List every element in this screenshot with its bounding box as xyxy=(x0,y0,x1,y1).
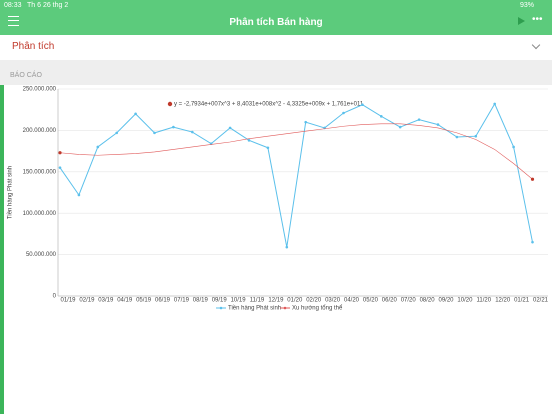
point-marker xyxy=(342,111,345,115)
point-marker xyxy=(380,115,383,118)
x-tick-label: 10/20 xyxy=(457,298,473,304)
x-tick-label: 02/19 xyxy=(79,298,95,304)
side-bar xyxy=(0,85,4,414)
x-tick-label: 12/19 xyxy=(268,298,284,304)
x-tick-label: 08/19 xyxy=(193,298,209,304)
annotation: y = -2,7934e+007x^3 + 8,4031e+008x^2 - 4… xyxy=(174,102,364,108)
y-tick-label: 50.000.000 xyxy=(26,252,57,258)
x-tick-label: 01/19 xyxy=(60,298,76,304)
y-tick-label: 150.000.000 xyxy=(23,169,57,175)
point-marker xyxy=(304,120,308,124)
y-tick-label: 250.000.000 xyxy=(23,87,57,93)
x-tick-label: 06/19 xyxy=(155,298,171,304)
section-title: BÁO CÁO xyxy=(10,72,42,79)
status-battery: 93% xyxy=(520,2,535,9)
x-tick-label: 06/20 xyxy=(382,298,398,304)
x-tick-label: 03/20 xyxy=(325,298,341,304)
header-title: Phân tích Bán hàng xyxy=(229,17,323,28)
chart: 0 50.000.000 100.000.000 150.000.000 200.000… xyxy=(8,87,549,312)
x-tick-label: 01/21 xyxy=(514,298,530,304)
point-marker xyxy=(493,102,497,106)
x-tick-label: 08/20 xyxy=(420,298,436,304)
status-time: 08:33 xyxy=(4,2,22,9)
point-marker xyxy=(115,131,118,135)
x-tick-label: 11/19 xyxy=(250,298,265,304)
status-date: Th 6 26 thg 2 xyxy=(27,2,69,9)
x-tick-label: 09/20 xyxy=(438,298,454,304)
x-tick-label: 05/20 xyxy=(363,298,379,304)
annotation-marker xyxy=(167,101,173,107)
dropdown-label[interactable]: Phân tích xyxy=(12,41,55,52)
point-marker xyxy=(77,193,81,197)
point-marker xyxy=(512,145,515,149)
legend-dot xyxy=(219,306,223,310)
y-tick-label: 100.000.000 xyxy=(23,211,57,217)
series-line xyxy=(59,102,533,248)
play-button[interactable] xyxy=(518,17,525,25)
legend-label: Xu hướng tổng thể xyxy=(292,305,343,312)
x-tick-label: 03/19 xyxy=(98,298,114,304)
x-tick-label: 10/19 xyxy=(231,298,247,304)
x-tick-label: 09/19 xyxy=(212,298,228,304)
y-tick-label: 0 xyxy=(53,294,57,300)
point-marker xyxy=(361,103,364,107)
point-marker xyxy=(191,130,194,134)
point-marker xyxy=(398,125,402,129)
point-marker xyxy=(228,126,232,130)
x-tick-label: 04/19 xyxy=(117,298,133,304)
app-header xyxy=(0,0,552,35)
point-marker xyxy=(247,139,251,142)
x-tick-label: 02/20 xyxy=(306,298,322,304)
point-marker xyxy=(58,151,62,155)
point-marker xyxy=(134,112,137,116)
point-marker xyxy=(285,245,289,249)
x-tick-label: 07/20 xyxy=(401,298,417,304)
x-tick-label: 05/19 xyxy=(136,298,152,304)
point-marker xyxy=(58,166,62,169)
x-tick-label: 01/20 xyxy=(287,298,303,304)
legend-dot xyxy=(283,306,287,310)
more-button[interactable]: ••• xyxy=(532,14,543,25)
point-marker xyxy=(455,135,459,139)
section-bar xyxy=(0,60,552,85)
dropdown-arrow[interactable] xyxy=(531,40,541,50)
menu-button[interactable] xyxy=(8,16,19,26)
x-tick-label: 02/21 xyxy=(533,298,549,304)
point-marker xyxy=(530,177,535,181)
series-line xyxy=(59,123,533,180)
x-tick-label: 11/20 xyxy=(477,298,492,304)
x-tick-label: 12/20 xyxy=(495,298,511,304)
point-marker xyxy=(436,123,440,126)
y-tick-label: 200.000.000 xyxy=(23,128,57,134)
legend-label: Tiền hàng Phát sinh xyxy=(228,306,281,312)
point-marker xyxy=(153,131,156,135)
y-axis-label: Tiền hàng Phát sinh xyxy=(8,166,14,219)
point-marker xyxy=(531,240,534,244)
point-marker xyxy=(417,118,421,121)
x-tick-label: 07/19 xyxy=(174,298,190,304)
point-marker xyxy=(474,134,478,138)
point-marker xyxy=(96,145,100,149)
point-marker xyxy=(172,125,175,129)
point-marker xyxy=(266,146,270,150)
x-tick-label: 04/20 xyxy=(344,298,360,304)
